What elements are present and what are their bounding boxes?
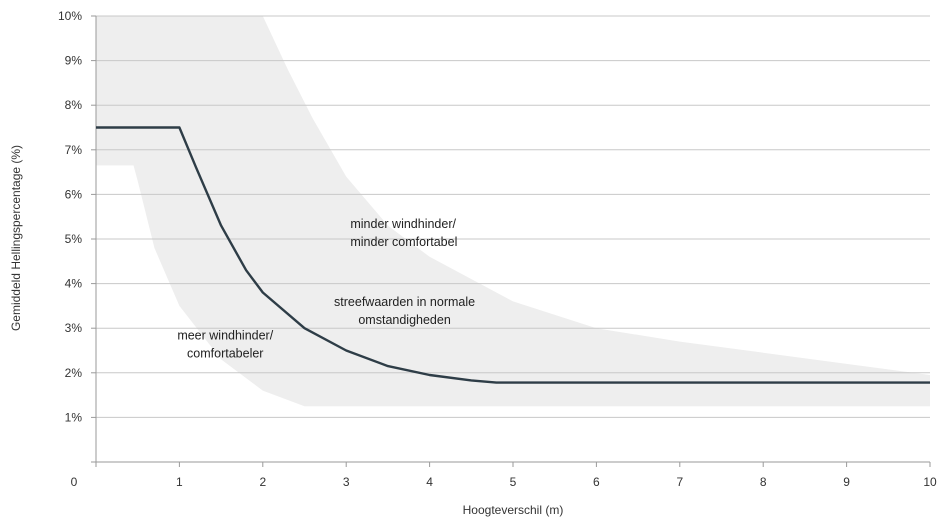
y-tick-label: 2% <box>65 366 83 380</box>
x-tick-label: 2 <box>259 475 266 489</box>
annotation: minder windhinder/minder comfortabel <box>350 217 457 249</box>
annotation: meer windhinder/comfortabeler <box>177 328 273 360</box>
comfort-band <box>96 16 930 407</box>
x-tick-label: 0 <box>71 475 78 489</box>
y-tick-label: 7% <box>65 143 83 157</box>
x-tick-label: 4 <box>426 475 433 489</box>
grid-layer <box>96 15 930 418</box>
y-tick-label: 1% <box>65 410 83 424</box>
x-tick-label: 8 <box>760 475 767 489</box>
y-tick-label: 9% <box>65 54 83 68</box>
y-tick-label: 6% <box>65 187 83 201</box>
y-tick-label: 4% <box>65 277 83 291</box>
series-layer <box>96 126 930 384</box>
x-tick-label: 6 <box>593 475 600 489</box>
y-axis-title: Gemiddeld Hellingspercentage (%) <box>9 145 23 331</box>
axis-layer <box>91 15 931 467</box>
x-tick-label: 7 <box>676 475 683 489</box>
y-tick-label: 5% <box>65 232 83 246</box>
y-tick-label: 8% <box>65 98 83 112</box>
x-tick-label: 1 <box>176 475 183 489</box>
x-tick-label: 10 <box>923 475 937 489</box>
x-tick-label: 9 <box>843 475 850 489</box>
y-tick-label: 10% <box>58 9 82 23</box>
y-tick-label: 3% <box>65 321 83 335</box>
annotation: streefwaarden in normale omstandigheden <box>334 295 475 327</box>
x-tick-label: 3 <box>343 475 350 489</box>
x-axis-title: Hoogteverschil (m) <box>463 503 564 517</box>
tick-label-layer: 1% 2% 3% 4% 5% 6% 7% 8% 9% 10% 0 1 2 3 4 5 6 7 8 9 10 <box>58 9 937 489</box>
target-line <box>96 126 930 384</box>
band-layer <box>96 16 930 407</box>
annotation-layer: minder windhinder/minder comfortabel stre… <box>177 217 475 361</box>
x-tick-label: 5 <box>510 475 517 489</box>
